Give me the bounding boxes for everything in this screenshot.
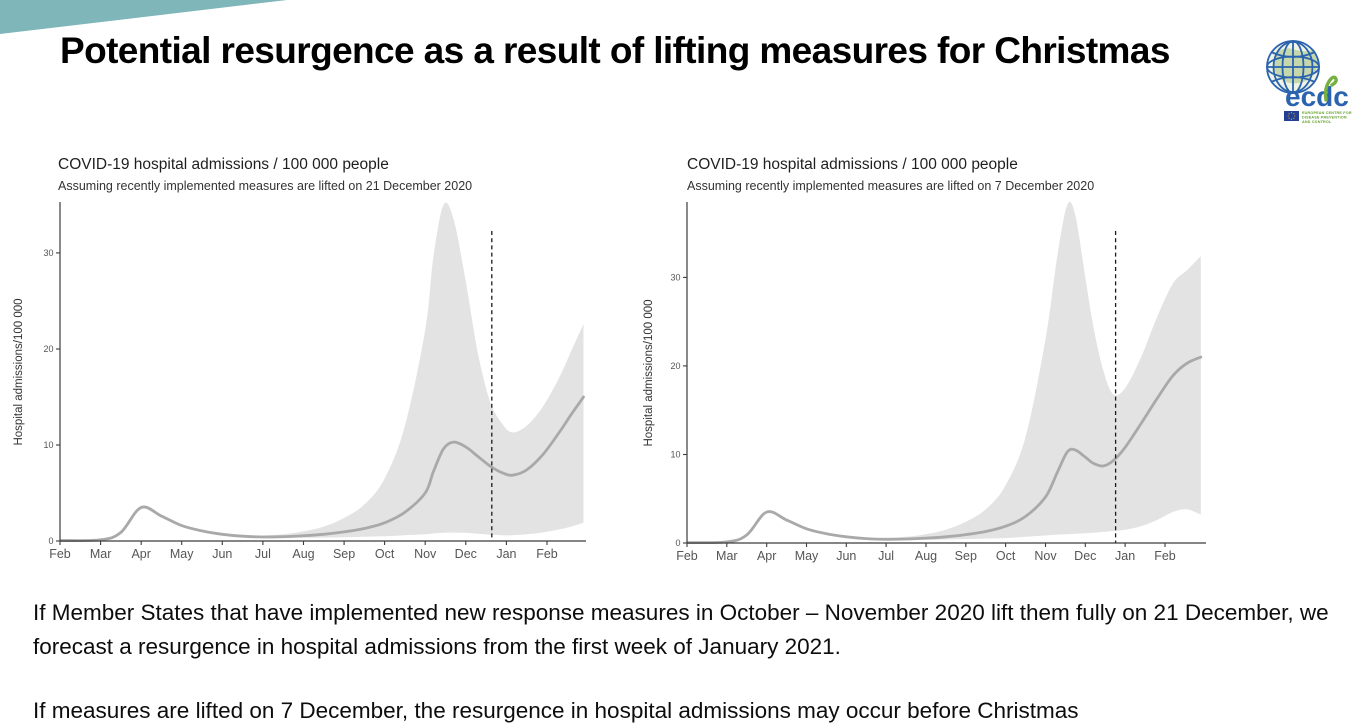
forecast-chart-lift-21-december: COVID-19 hospital admissions / 100 000 p…: [0, 156, 620, 580]
teal-wedge: [0, 0, 287, 34]
ecdc-wordmark: ecdc: [1285, 81, 1349, 112]
y-tick-label: 20: [670, 361, 680, 371]
chart-title: COVID-19 hospital admissions / 100 000 p…: [687, 156, 1018, 173]
x-tick-label: Feb: [1154, 549, 1176, 563]
logo-org-line-3: AND CONTROL: [1302, 120, 1332, 124]
y-tick-label: 30: [670, 272, 680, 282]
conclusion-paragraph-1: If Member States that have implemented n…: [33, 600, 1329, 659]
mean-forecast-line: [687, 355, 1203, 544]
x-tick-label: Feb: [49, 547, 71, 561]
chart-subtitle: Assuming recently implemented measures a…: [687, 179, 1095, 193]
x-tick-label: Feb: [536, 547, 558, 561]
y-tick-label: 20: [43, 344, 53, 354]
ecdc-leaf-accent: [1323, 75, 1338, 102]
y-tick-label: 10: [43, 440, 53, 450]
conclusion-text: If Member States that have implemented n…: [33, 596, 1355, 728]
x-tick-label: Apr: [757, 549, 776, 563]
mean-forecast-line: [60, 395, 585, 542]
chart-title: COVID-19 hospital admissions / 100 000 p…: [58, 156, 389, 173]
confidence-band: [60, 202, 584, 541]
corner-accent-shape: [0, 0, 287, 34]
x-tick-label: Jun: [836, 549, 856, 563]
x-tick-label: Oct: [375, 547, 395, 561]
logo-org-line-2: DISEASE PREVENTION: [1302, 115, 1347, 119]
x-tick-label: Nov: [1034, 549, 1057, 563]
x-tick-label: Jul: [878, 549, 894, 563]
x-tick-label: Jul: [255, 547, 271, 561]
x-tick-label: Aug: [292, 547, 314, 561]
x-tick-label: Jun: [212, 547, 232, 561]
x-tick-label: Jan: [1115, 549, 1135, 563]
logo-org-line-1: EUROPEAN CENTRE FOR: [1302, 111, 1352, 115]
x-tick-label: Sep: [333, 547, 355, 561]
globe-icon: [1266, 40, 1320, 94]
ecdc-logo: ecdc EUROPEAN CENTRE FOR DISEASE PREVENT…: [1266, 40, 1352, 124]
x-tick-label: May: [170, 547, 194, 561]
y-axis-label: Hospital admissions/100 000: [13, 298, 25, 445]
x-tick-label: Apr: [131, 547, 150, 561]
y-tick-label: 30: [43, 248, 53, 258]
x-tick-label: Mar: [90, 547, 112, 561]
x-tick-label: Aug: [915, 549, 937, 563]
x-tick-label: Dec: [455, 547, 477, 561]
page-title: Potential resurgence as a result of lift…: [60, 30, 1170, 71]
eu-flag-icon: [1284, 111, 1299, 121]
x-tick-label: Mar: [716, 549, 738, 563]
forecast-plot: Feb Mar Apr May Jun Jul Aug Sep Oct Nov Dec Jan Feb0…: [643, 202, 1206, 563]
x-tick-label: Feb: [676, 549, 698, 563]
x-tick-label: Dec: [1074, 549, 1096, 563]
y-tick-label: 0: [48, 536, 53, 546]
confidence-band: [687, 202, 1201, 543]
x-tick-label: Oct: [996, 549, 1016, 563]
x-tick-label: Jan: [496, 547, 516, 561]
y-axis-label: Hospital admissions/100 000: [643, 299, 655, 446]
x-tick-label: Sep: [955, 549, 977, 563]
y-tick-label: 0: [675, 538, 680, 548]
forecast-chart-lift-7-december: COVID-19 hospital admissions / 100 000 p…: [630, 156, 1258, 580]
y-tick-label: 10: [670, 450, 680, 460]
x-tick-label: May: [795, 549, 819, 563]
forecast-plot: Feb Mar Apr May Jun Jul Aug Sep Oct Nov Dec Jan Feb0…: [13, 202, 586, 561]
x-tick-label: Nov: [414, 547, 437, 561]
chart-subtitle: Assuming recently implemented measures a…: [58, 179, 473, 193]
conclusion-paragraph-2: If measures are lifted on 7 December, th…: [33, 698, 1079, 723]
